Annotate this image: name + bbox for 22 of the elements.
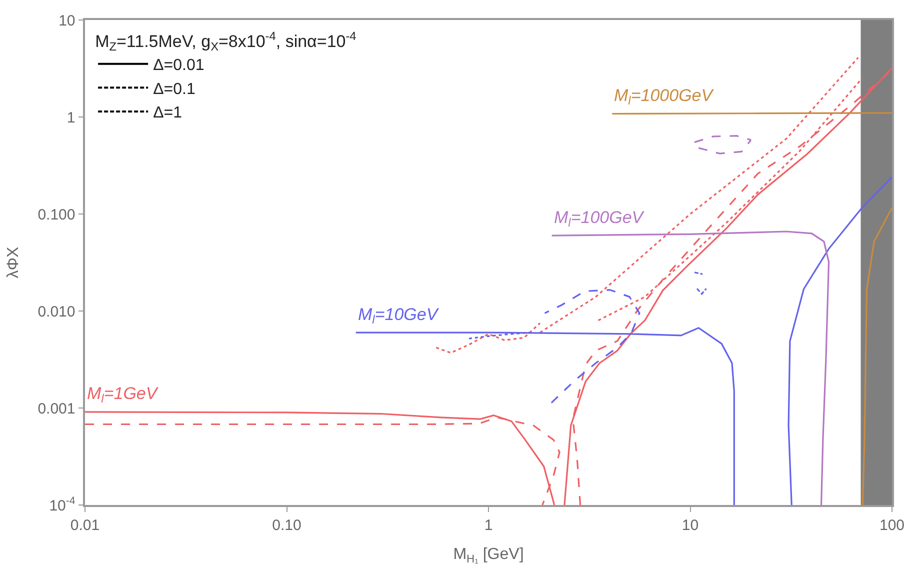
y-tick-label: 0.001 <box>38 400 76 418</box>
y-tick-label: 1 <box>66 109 76 126</box>
y-tick-label: 10$^{-4}$ <box>49 494 76 514</box>
x-tick-label: 1 <box>484 516 493 534</box>
legend-label: Δ=0.01 <box>153 57 204 74</box>
x-tick-label: 0.10 <box>272 516 302 534</box>
series-label: M$_{l}$=1GeV <box>87 384 159 406</box>
x-tick-label: 0.01 <box>70 516 100 534</box>
legend-label: Δ=1 <box>153 104 182 122</box>
x-axis-title: M$_{H₁}$ [GeV] <box>453 546 524 566</box>
legend-title: M$_{Z}$=11.5MeV, g$_{X}$=8x10$^{-4}$, sinα=10$^{-4}$ <box>95 28 357 54</box>
y-tick-label: 0.100 <box>38 206 76 224</box>
series-label: M$_{l}$=10GeV <box>358 305 440 327</box>
y-tick-label: 10 <box>58 12 76 30</box>
series-label: M$_{l}$=1000GeV <box>614 86 714 108</box>
x-tick-label: 100 <box>879 516 905 534</box>
legend-label: Δ=0.1 <box>153 80 196 98</box>
x-tick-label: 10 <box>682 516 699 534</box>
y-tick-label: 0.010 <box>38 303 76 320</box>
series-label: M$_{l}$=100GeV <box>554 208 645 230</box>
line-series <box>862 206 892 505</box>
y-axis-title: λΦX <box>5 246 22 278</box>
